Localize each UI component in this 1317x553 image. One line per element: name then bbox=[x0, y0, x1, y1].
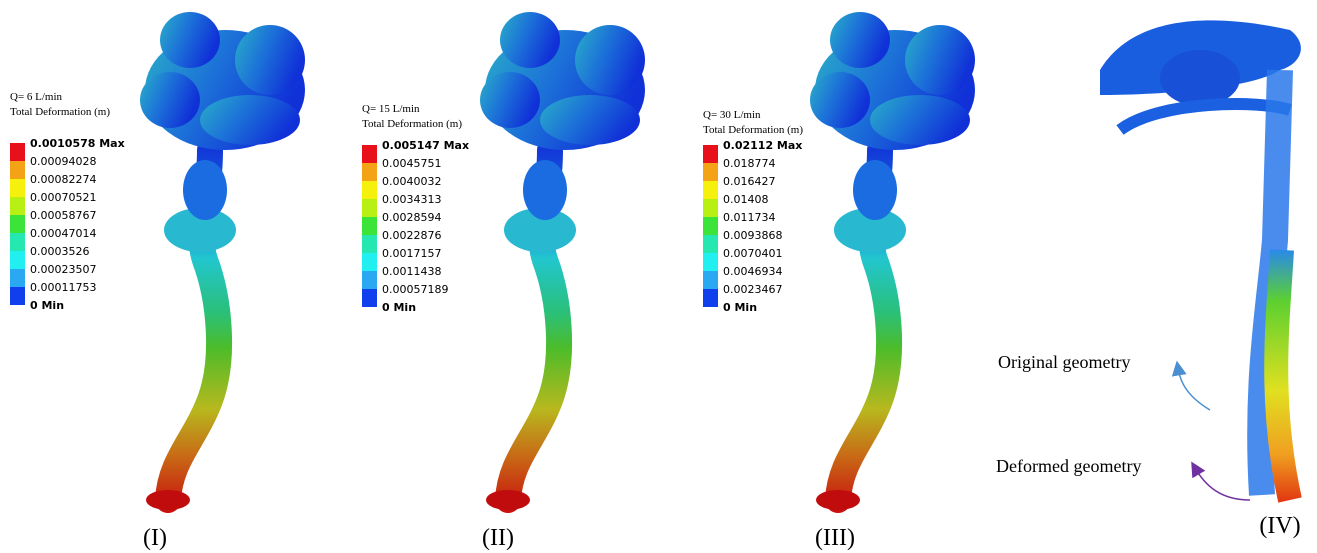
legend-swatch bbox=[703, 163, 718, 181]
legend-swatch bbox=[703, 199, 718, 217]
nasal-cavity bbox=[140, 72, 200, 128]
legend-entry: 0.0093868 bbox=[723, 229, 783, 242]
legend-entry: 0.0003526 bbox=[30, 245, 90, 258]
legend-entry: 0.00057189 bbox=[382, 283, 448, 296]
nasal-cavity bbox=[480, 72, 540, 128]
legend-entry: 0.00070521 bbox=[30, 191, 96, 204]
legend-swatch bbox=[10, 215, 25, 233]
legend-entry: 0.005147 Max bbox=[382, 139, 469, 152]
figure: Q= 6 L/min Total Deformation (m) 0.0010578… bbox=[0, 0, 1317, 553]
legend-swatch bbox=[10, 161, 25, 179]
nasal-cavity bbox=[810, 72, 870, 128]
nasal-cavity bbox=[575, 25, 645, 95]
legend-swatch bbox=[10, 143, 25, 161]
airway-model bbox=[140, 12, 305, 510]
legend-swatch bbox=[362, 163, 377, 181]
legend-entry: 0.0040032 bbox=[382, 175, 442, 188]
legend-swatch bbox=[362, 289, 377, 307]
annotation: Original geometry bbox=[998, 352, 1130, 372]
legend-entry: 0.00058767 bbox=[30, 209, 96, 222]
legend-swatch bbox=[703, 217, 718, 235]
legend-title: Q= 6 L/min bbox=[10, 91, 63, 103]
legend-title: Total Deformation (m) bbox=[362, 118, 462, 130]
outlet bbox=[146, 490, 190, 510]
legend-entry: 0.0017157 bbox=[382, 247, 442, 260]
legend-swatch bbox=[362, 199, 377, 217]
legend-swatch bbox=[10, 179, 25, 197]
legend-title: Total Deformation (m) bbox=[703, 124, 803, 136]
nasal-cavity bbox=[160, 12, 220, 68]
legend-swatch bbox=[362, 217, 377, 235]
deformed-view bbox=[1100, 20, 1301, 500]
legend-swatch bbox=[10, 269, 25, 287]
legend-entry: 0.00023507 bbox=[30, 263, 96, 276]
legend-title: Q= 15 L/min bbox=[362, 103, 420, 115]
legend-swatch bbox=[10, 287, 25, 305]
legend-swatch bbox=[703, 181, 718, 199]
outlet bbox=[486, 490, 530, 510]
nasal-cavity bbox=[235, 25, 305, 95]
outlet bbox=[816, 490, 860, 510]
legend-swatch bbox=[703, 235, 718, 253]
legend-title: Total Deformation (m) bbox=[10, 106, 110, 118]
legend-entry: 0.0023467 bbox=[723, 283, 783, 296]
legend-entry: 0.0045751 bbox=[382, 157, 442, 170]
legend-entry: 0.0046934 bbox=[723, 265, 783, 278]
legend-entry: 0.02112 Max bbox=[723, 139, 802, 152]
legend-entry: 0 Min bbox=[382, 301, 416, 314]
larynx bbox=[523, 160, 567, 220]
legend-swatch bbox=[703, 271, 718, 289]
legend-entry: 0.0011438 bbox=[382, 265, 442, 278]
legend-entry: 0 Min bbox=[30, 299, 64, 312]
nasal-cavity bbox=[870, 95, 970, 145]
legend-swatch bbox=[10, 233, 25, 251]
legend-entry: 0.0034313 bbox=[382, 193, 442, 206]
panel-label: (II) bbox=[482, 525, 514, 551]
larynx bbox=[853, 160, 897, 220]
nasal-cavity bbox=[540, 95, 640, 145]
nasal-cavity bbox=[500, 12, 560, 68]
legend-entry: 0 Min bbox=[723, 301, 757, 314]
airway-model bbox=[480, 12, 645, 510]
larynx bbox=[183, 160, 227, 220]
legend-swatch bbox=[362, 235, 377, 253]
panel-label: (IV) bbox=[1259, 513, 1300, 539]
panel: Q= 15 L/min Total Deformation (m) 0.005147… bbox=[362, 12, 645, 551]
legend-entry: 0.0070401 bbox=[723, 247, 783, 260]
legend-swatch bbox=[10, 251, 25, 269]
legend-swatch bbox=[362, 253, 377, 271]
legend-entry: 0.0010578 Max bbox=[30, 137, 125, 150]
legend-swatch bbox=[10, 197, 25, 215]
legend-swatch bbox=[703, 253, 718, 271]
legend-swatch bbox=[362, 145, 377, 163]
nasal-cavity bbox=[905, 25, 975, 95]
legend-entry: 0.00011753 bbox=[30, 281, 96, 294]
legend-entry: 0.00047014 bbox=[30, 227, 96, 240]
legend-swatch bbox=[703, 289, 718, 307]
panel-label: (I) bbox=[143, 525, 167, 551]
legend-entry: 0.01408 bbox=[723, 193, 769, 206]
airway-model bbox=[810, 12, 975, 510]
legend-entry: 0.016427 bbox=[723, 175, 776, 188]
panel: Q= 6 L/min Total Deformation (m) 0.0010578… bbox=[10, 12, 305, 551]
legend-entry: 0.0022876 bbox=[382, 229, 442, 242]
legend-swatch bbox=[362, 181, 377, 199]
legend-entry: 0.0028594 bbox=[382, 211, 442, 224]
legend-title: Q= 30 L/min bbox=[703, 109, 761, 121]
legend-swatch bbox=[703, 145, 718, 163]
legend-entry: 0.00094028 bbox=[30, 155, 96, 168]
nasal-cavity bbox=[200, 95, 300, 145]
annotation: Deformed geometry bbox=[996, 456, 1141, 476]
nasal-cavity bbox=[830, 12, 890, 68]
legend-entry: 0.018774 bbox=[723, 157, 776, 170]
legend-entry: 0.00082274 bbox=[30, 173, 96, 186]
panel: Q= 30 L/min Total Deformation (m) 0.02112 … bbox=[703, 12, 975, 551]
legend-swatch bbox=[362, 271, 377, 289]
legend-entry: 0.011734 bbox=[723, 211, 776, 224]
panel-label: (III) bbox=[815, 525, 855, 551]
